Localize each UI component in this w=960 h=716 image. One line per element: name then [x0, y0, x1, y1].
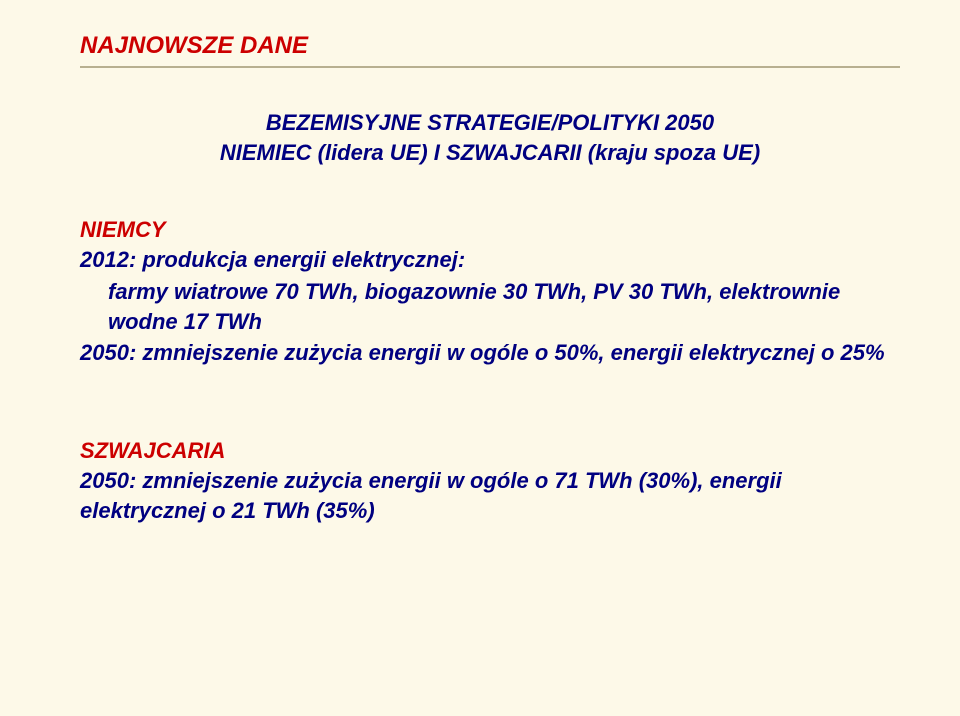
- germany-block: NIEMCY 2012: produkcja energii elektrycz…: [80, 217, 900, 368]
- slide-title: NAJNOWSZE DANE: [80, 32, 900, 60]
- switzerland-block: SZWAJCARIA 2050: zmniejszenie zużycia en…: [80, 438, 900, 525]
- germany-2050-line: 2050: zmniejszenie zużycia energii w ogó…: [80, 338, 900, 368]
- subheading: BEZEMISYJNE STRATEGIE/POLITYKI 2050 NIEM…: [130, 108, 850, 167]
- germany-label: NIEMCY: [80, 217, 900, 243]
- slide: NAJNOWSZE DANE BEZEMISYJNE STRATEGIE/POL…: [0, 0, 960, 716]
- subhead-line-2: NIEMIEC (lidera UE) I SZWAJCARII (kraju …: [220, 140, 760, 165]
- germany-2012-line: 2012: produkcja energii elektrycznej:: [80, 245, 900, 275]
- switzerland-2050-line: 2050: zmniejszenie zużycia energii w ogó…: [80, 466, 900, 525]
- germany-detail-line: farmy wiatrowe 70 TWh, biogazownie 30 TW…: [80, 277, 900, 336]
- title-underline: [80, 66, 900, 68]
- switzerland-label: SZWAJCARIA: [80, 438, 900, 464]
- subhead-line-1: BEZEMISYJNE STRATEGIE/POLITYKI 2050: [266, 110, 714, 135]
